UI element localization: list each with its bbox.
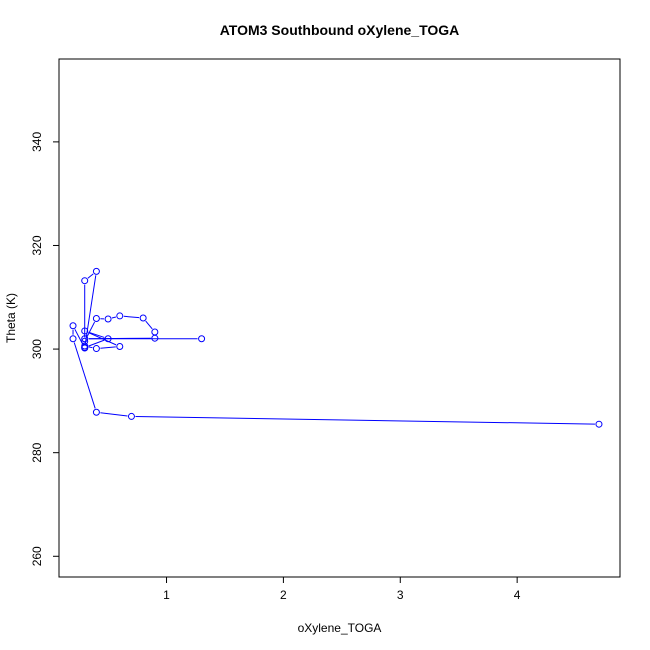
y-tick-label: 320: [30, 235, 44, 255]
chart-title: ATOM3 Southbound oXylene_TOGA: [220, 22, 460, 38]
x-axis-label: oXylene_TOGA: [298, 621, 382, 635]
series-segment: [135, 415, 595, 425]
data-point: [92, 315, 100, 323]
y-tick-label: 340: [30, 132, 44, 152]
data-point: [151, 334, 159, 342]
data-point: [92, 408, 100, 416]
series-segment: [86, 321, 96, 338]
x-tick-label: 1: [163, 588, 170, 602]
series-segment: [73, 342, 96, 409]
series-segment: [145, 320, 153, 330]
data-point: [127, 412, 135, 420]
series-segment: [88, 339, 105, 347]
data-point: [139, 314, 147, 322]
x-tick-label: 3: [397, 588, 404, 602]
data-point: [595, 420, 603, 428]
y-axis-label: Theta (K): [4, 293, 18, 343]
series-oxylene: [69, 267, 603, 428]
y-tick-label: 280: [30, 442, 44, 462]
data-point: [81, 335, 89, 343]
y-tick-label: 300: [30, 339, 44, 359]
series-segment: [100, 346, 116, 349]
x-tick-label: 4: [514, 588, 521, 602]
y-axis: 260 280 300 320 340: [30, 132, 59, 566]
data-point: [104, 335, 112, 343]
data-point: [198, 335, 206, 343]
data-point: [104, 315, 112, 323]
data-point: [116, 312, 124, 320]
series-segment: [88, 346, 93, 349]
series-segment: [87, 273, 94, 279]
data-point: [81, 277, 89, 285]
data-point: [81, 327, 89, 335]
series-segment: [123, 315, 140, 319]
data-point: [69, 335, 77, 343]
plot-frame: [58, 58, 621, 578]
x-tick-label: 2: [280, 588, 287, 602]
y-tick-label: 260: [30, 546, 44, 566]
data-point: [92, 267, 100, 275]
series-segment: [100, 412, 128, 417]
data-point: [81, 337, 89, 345]
data-point: [116, 342, 124, 350]
x-axis: 1 2 3 4: [163, 577, 521, 602]
series-segment: [111, 316, 117, 319]
data-point: [92, 345, 100, 353]
data-point: [69, 322, 77, 330]
series-segment: [88, 331, 105, 338]
